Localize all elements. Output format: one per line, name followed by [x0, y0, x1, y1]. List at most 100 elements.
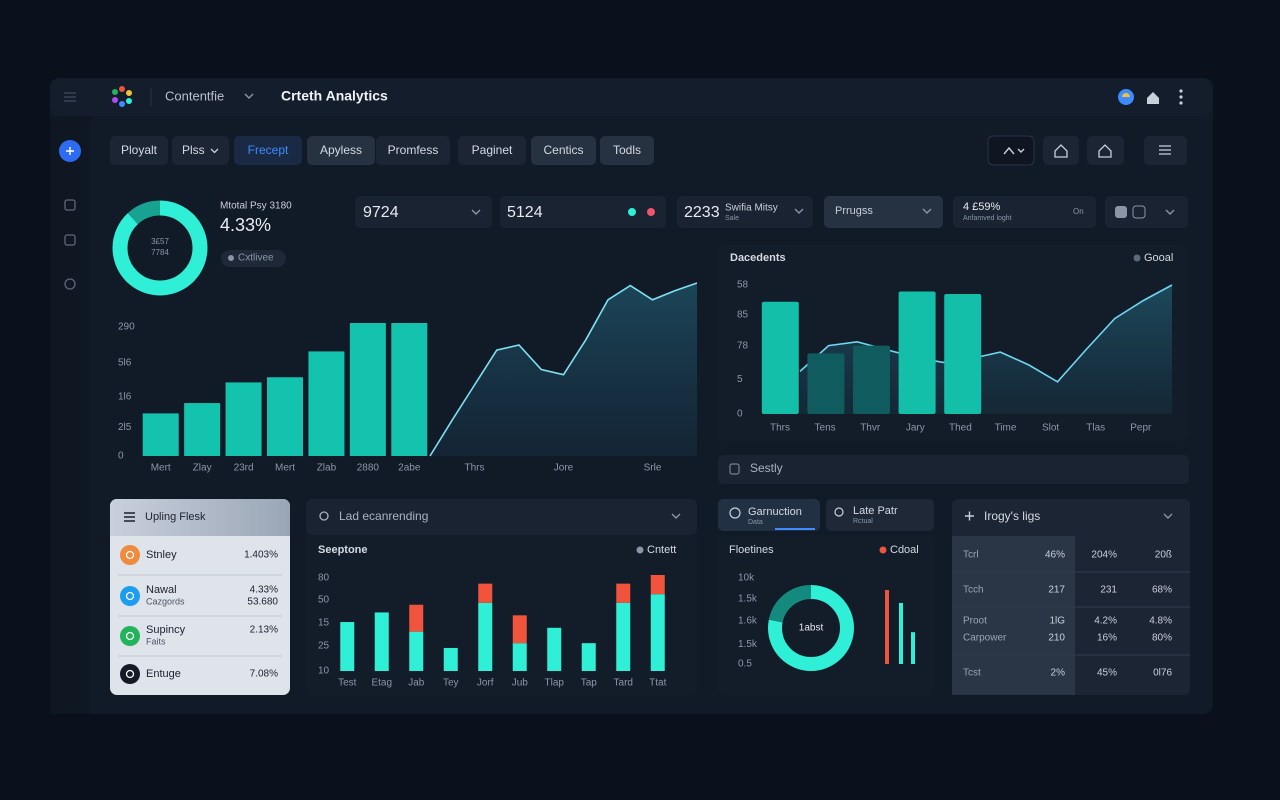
- x-tick-label: Tlap: [545, 678, 565, 689]
- icon: [1132, 205, 1146, 219]
- table-cell: Tcrl: [963, 550, 979, 561]
- tab[interactable]: [458, 136, 526, 165]
- panel-header[interactable]: [306, 499, 697, 535]
- panel-tab[interactable]: [826, 499, 934, 531]
- tab-label: Todls: [613, 143, 641, 157]
- y-tick-label: 5l6: [118, 358, 132, 369]
- bar: [807, 353, 845, 414]
- y-tick-label: 15: [318, 618, 330, 629]
- y-tick-label: 1.6k: [738, 616, 758, 627]
- table-cell: Carpower: [963, 633, 1007, 644]
- chevron[interactable]: [244, 93, 254, 99]
- tab[interactable]: [376, 136, 450, 165]
- table-cell: 0l76: [1153, 668, 1172, 679]
- table-highlight: [952, 536, 1075, 695]
- menu-icon[interactable]: [124, 512, 135, 522]
- tool-button[interactable]: [1043, 136, 1079, 165]
- tab-label: Centics: [543, 143, 583, 157]
- x-tick-label: Tard: [614, 678, 633, 689]
- tab-label: Garnuction: [748, 506, 802, 518]
- x-tick-label: Thed: [949, 423, 972, 434]
- filter-value: 4 £59%: [963, 201, 1001, 213]
- thin-bar: [911, 632, 915, 664]
- y-tick-label: 85: [737, 309, 749, 320]
- bar-segment: [650, 575, 665, 595]
- thin-bar: [885, 590, 889, 664]
- x-tick-label: Time: [995, 423, 1017, 434]
- nav-icon[interactable]: [64, 199, 76, 211]
- filter-box[interactable]: [824, 196, 943, 228]
- more-icon[interactable]: [1179, 89, 1183, 105]
- tab[interactable]: [110, 136, 168, 165]
- nav-icon: [66, 147, 74, 155]
- kpi-value: 4.33%: [220, 215, 271, 235]
- bar-segment: [478, 602, 493, 671]
- panel-title: Seeptone: [318, 544, 368, 556]
- list-name: Stnley: [146, 549, 177, 561]
- list-sub-value: 53.680: [247, 597, 278, 608]
- panel: [718, 535, 934, 695]
- tab-label: Plss: [182, 143, 205, 157]
- filter-box[interactable]: [1105, 196, 1188, 228]
- home-icon[interactable]: [1147, 92, 1159, 104]
- tab[interactable]: [307, 136, 375, 165]
- filter-box[interactable]: [677, 196, 813, 228]
- donut-segment: [768, 585, 854, 671]
- bar-segment: [581, 643, 596, 671]
- legend-dot: [879, 546, 887, 554]
- tab[interactable]: [234, 136, 302, 165]
- table-cell: 16%: [1097, 633, 1117, 644]
- search-text: Sestly: [750, 461, 783, 475]
- tab[interactable]: [172, 136, 229, 165]
- chevron: [922, 208, 932, 214]
- x-tick-label: Tap: [581, 678, 598, 689]
- table-cell: 2%: [1051, 668, 1066, 679]
- x-tick-label: Pepr: [1130, 423, 1152, 434]
- header-bar: [50, 78, 1213, 116]
- table-cell: 217: [1048, 585, 1065, 596]
- list-icon[interactable]: [120, 586, 140, 606]
- tab-sub: Data: [748, 519, 763, 526]
- workspace-name[interactable]: Contentfie: [165, 88, 224, 103]
- logo-dot: [126, 90, 132, 96]
- bar: [184, 403, 221, 456]
- search-icon: [729, 463, 740, 475]
- bar-segment: [478, 583, 493, 603]
- x-tick-label: Thrs: [770, 423, 790, 434]
- y-tick-label: 1l6: [118, 391, 132, 402]
- list-icon[interactable]: [120, 664, 140, 684]
- list-value: 7.08%: [250, 669, 278, 680]
- y-tick-label: 25: [318, 641, 330, 652]
- list-icon[interactable]: [120, 545, 140, 565]
- filter-box[interactable]: [953, 196, 1096, 228]
- status-dot: [647, 208, 655, 216]
- list-icon[interactable]: [120, 626, 140, 646]
- menu-icon[interactable]: [64, 92, 76, 102]
- filter-box[interactable]: [500, 196, 666, 228]
- bar-segment: [616, 602, 631, 671]
- x-tick-label: Jub: [512, 678, 529, 689]
- tab[interactable]: [531, 136, 596, 165]
- list-name: Supincy: [146, 624, 186, 636]
- chevron: [471, 209, 481, 215]
- filter-box[interactable]: [355, 196, 492, 228]
- x-tick-label: 23rd: [234, 463, 254, 474]
- table-cell: 4.8%: [1149, 616, 1172, 627]
- y-tick-label: 0: [118, 451, 124, 462]
- x-tick-label: Jab: [408, 678, 425, 689]
- filter-label: Swifia Mitsy: [725, 203, 778, 214]
- legend-label: Cdoal: [890, 544, 919, 556]
- add-icon[interactable]: [965, 511, 974, 521]
- y-tick-label: 1.5k: [738, 639, 758, 650]
- panel-tab[interactable]: [718, 499, 820, 531]
- tool-button[interactable]: [1087, 136, 1124, 165]
- x-tick-label: Jary: [906, 423, 925, 434]
- list-sub: Faits: [146, 636, 166, 646]
- nav-icon[interactable]: [64, 234, 76, 246]
- tab[interactable]: [600, 136, 654, 165]
- nav-icon[interactable]: [64, 278, 76, 290]
- search-bar[interactable]: [718, 455, 1189, 484]
- tab-label: Paginet: [472, 143, 513, 157]
- bar: [853, 345, 890, 414]
